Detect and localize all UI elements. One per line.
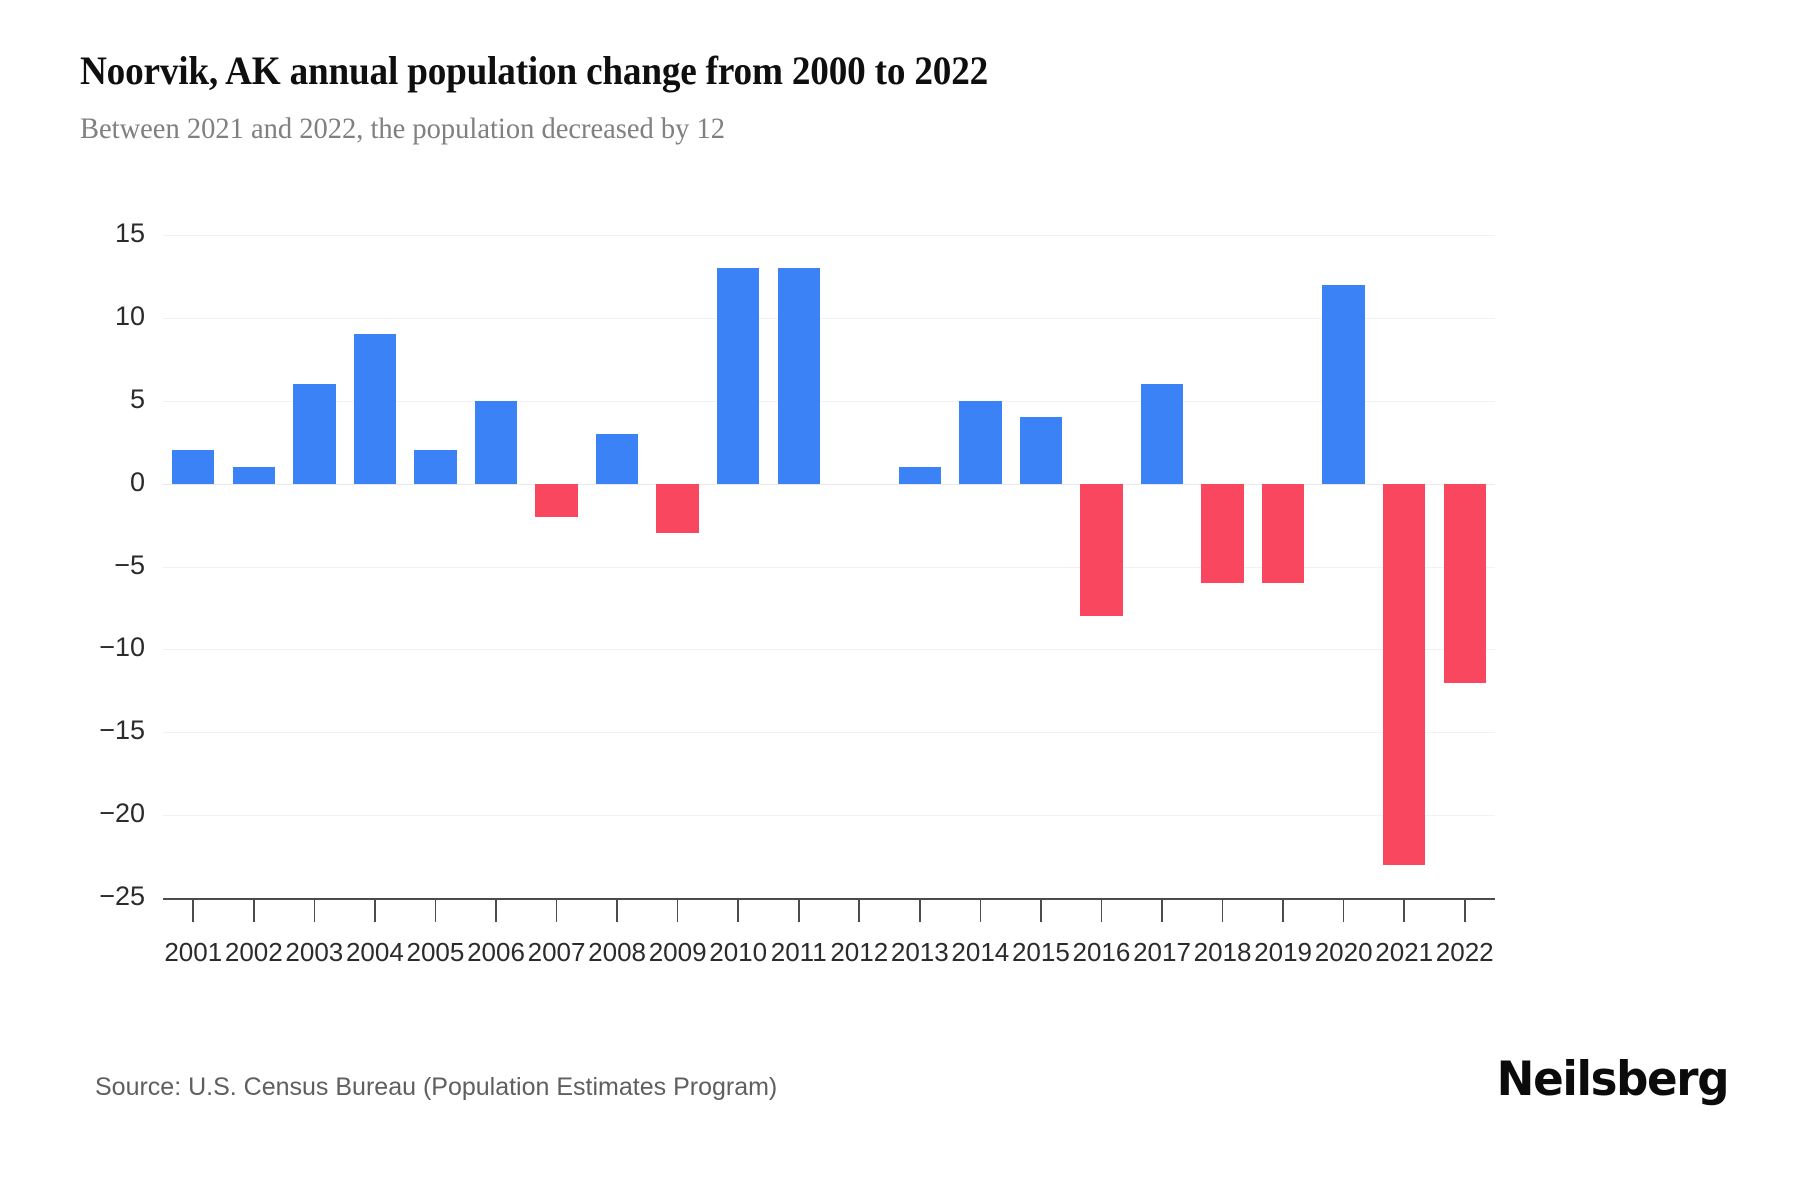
page-title: Noorvik, AK annual population change fro… <box>80 48 989 93</box>
gridline <box>163 317 1495 319</box>
bar-2015[interactable] <box>1019 417 1063 484</box>
x-axis-tick <box>495 898 497 922</box>
plot-area <box>163 235 1495 922</box>
x-axis-tick <box>555 898 558 922</box>
gridline <box>163 732 1495 734</box>
x-axis-tick-label: 2001 <box>164 937 223 967</box>
gridline <box>163 815 1495 817</box>
bar-2003[interactable] <box>293 384 336 484</box>
bar-2020[interactable] <box>1322 284 1365 484</box>
gridline <box>163 898 1495 900</box>
x-axis-tick-label: 2018 <box>1193 937 1252 967</box>
y-axis-tick-label: −5 <box>114 549 145 580</box>
bar-2005[interactable] <box>414 450 457 484</box>
y-axis-tick-label: 5 <box>129 383 145 414</box>
y-axis-tick-label: −25 <box>99 881 145 911</box>
y-axis-tick-label: 10 <box>114 300 145 331</box>
bar-2019[interactable] <box>1261 483 1305 584</box>
x-axis-tick <box>374 898 376 922</box>
page-subtitle: Between 2021 and 2022, the population de… <box>80 112 726 145</box>
x-axis-tick <box>797 898 800 922</box>
chart-header: Noorvik, AK annual population change fro… <box>80 46 1720 149</box>
bar-2006[interactable] <box>474 400 518 484</box>
x-axis-tick-label: 2003 <box>285 937 344 967</box>
x-axis-tick <box>919 898 921 922</box>
bar-2013[interactable] <box>898 467 941 484</box>
bar-2004[interactable] <box>353 334 397 484</box>
bar-2007[interactable] <box>535 483 578 517</box>
bar-2008[interactable] <box>595 433 639 484</box>
x-axis-tick-label: 2014 <box>951 937 1010 967</box>
x-axis-tick-label: 2015 <box>1011 937 1070 967</box>
bar-2022[interactable] <box>1443 483 1486 683</box>
x-axis-tick <box>1100 898 1103 922</box>
bar-2010[interactable] <box>716 268 760 484</box>
source-note: Source: U.S. Census Bureau (Population E… <box>95 1073 778 1101</box>
gridline <box>163 483 1495 485</box>
bar-2002[interactable] <box>232 467 275 484</box>
brand-logo: Neilsberg <box>1496 1052 1729 1107</box>
bar-2009[interactable] <box>656 483 699 534</box>
x-axis-tick <box>1221 898 1224 922</box>
x-axis-tick <box>979 898 982 922</box>
x-axis-tick <box>192 898 195 922</box>
bar-2001[interactable] <box>172 450 215 484</box>
y-axis-tick-label: −20 <box>99 798 145 829</box>
x-axis-tick <box>1282 898 1284 922</box>
gridline <box>163 566 1495 568</box>
bar-2021[interactable] <box>1382 483 1426 865</box>
bar-2017[interactable] <box>1140 384 1184 484</box>
x-axis-tick-label: 2022 <box>1435 937 1494 967</box>
x-axis-tick-label: 2006 <box>467 937 525 967</box>
x-axis-tick <box>1342 898 1345 922</box>
x-axis-tick-label: 2010 <box>709 937 768 967</box>
x-axis-tick-label: 2020 <box>1314 937 1373 967</box>
x-axis-tick <box>616 898 618 922</box>
x-axis-tick-label: 2011 <box>770 937 827 967</box>
x-axis-tick-label: 2016 <box>1072 937 1131 967</box>
x-axis-tick <box>434 898 437 922</box>
x-axis-tick-label: 2009 <box>648 937 707 967</box>
x-axis-tick <box>1161 898 1163 922</box>
x-axis-tick <box>1403 898 1405 922</box>
y-axis-tick-label: −15 <box>99 715 145 746</box>
x-axis-tick <box>676 898 679 922</box>
x-axis-tick-label: 2013 <box>890 937 949 967</box>
x-axis-tick-label: 2004 <box>345 937 404 967</box>
gridline <box>163 649 1495 651</box>
x-axis-tick <box>1040 898 1042 922</box>
gridline <box>163 400 1495 402</box>
bar-2014[interactable] <box>959 400 1002 484</box>
x-axis-tick <box>253 898 255 922</box>
y-axis-tick-label: 15 <box>114 218 145 248</box>
bar-2011[interactable] <box>777 268 820 484</box>
x-axis-tick <box>313 898 316 922</box>
x-axis-tick <box>858 898 861 922</box>
x-axis-tick-label: 2005 <box>406 937 465 967</box>
bar-2016[interactable] <box>1080 483 1123 617</box>
x-axis-tick-label: 2017 <box>1133 937 1191 967</box>
x-axis-tick <box>1463 898 1466 922</box>
x-axis-tick-label: 2012 <box>830 937 889 967</box>
x-axis-tick-label: 2021 <box>1375 937 1434 967</box>
y-axis-tick-label: 0 <box>129 466 145 497</box>
x-axis-tick-label: 2007 <box>527 937 586 967</box>
x-axis-tick-label: 2019 <box>1254 937 1312 967</box>
x-axis-tick-label: 2008 <box>588 937 646 967</box>
bar-2018[interactable] <box>1201 483 1244 584</box>
y-axis-tick-label: −10 <box>99 632 145 663</box>
x-axis-tick <box>737 898 739 922</box>
x-axis-tick-label: 2002 <box>224 937 283 967</box>
gridline <box>163 235 1495 236</box>
